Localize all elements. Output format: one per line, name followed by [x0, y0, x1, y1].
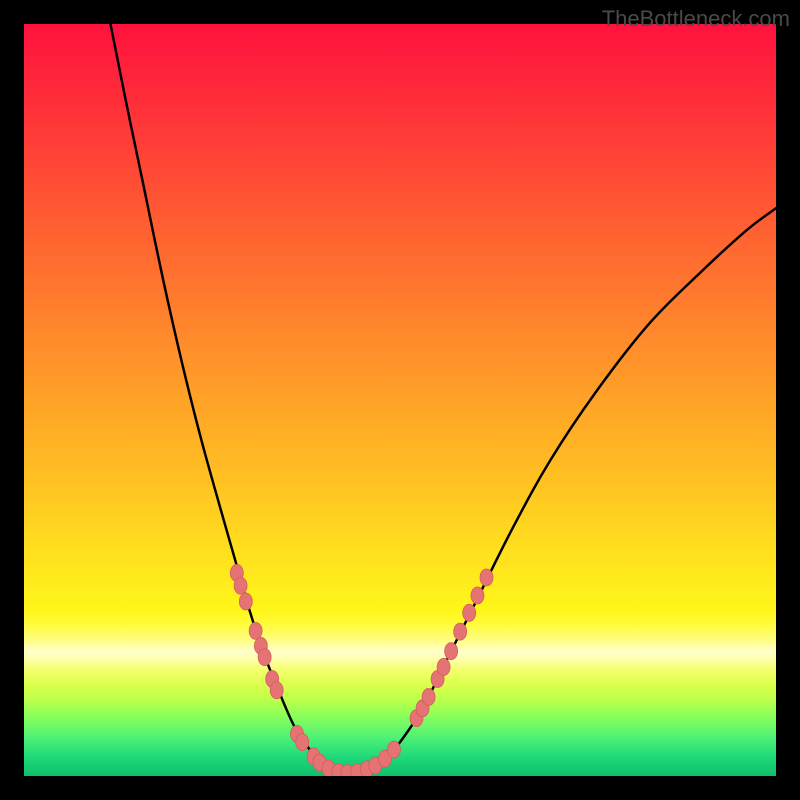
- data-marker: [270, 682, 283, 699]
- chart-container: TheBottleneck.com: [0, 0, 800, 800]
- data-marker: [239, 593, 252, 610]
- watermark-text: TheBottleneck.com: [602, 6, 790, 32]
- data-marker: [422, 689, 435, 706]
- bottleneck-chart: [0, 0, 800, 800]
- data-marker: [454, 623, 467, 640]
- data-marker: [463, 604, 476, 621]
- data-marker: [445, 643, 458, 660]
- gradient-background: [24, 24, 776, 776]
- data-marker: [258, 649, 271, 666]
- data-marker: [249, 622, 262, 639]
- data-marker: [437, 658, 450, 675]
- data-marker: [234, 577, 247, 594]
- data-marker: [296, 734, 309, 751]
- data-marker: [471, 587, 484, 604]
- data-marker: [387, 741, 400, 758]
- data-marker: [480, 569, 493, 586]
